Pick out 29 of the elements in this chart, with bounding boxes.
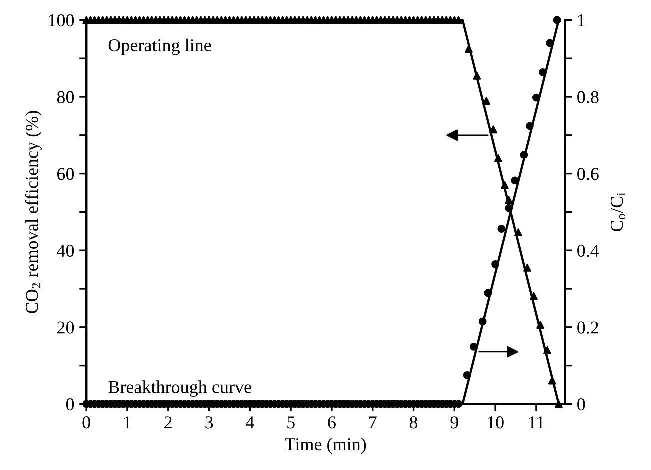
annotation: Breakthrough curve <box>108 380 252 398</box>
x-axis-title: Time (min) <box>285 438 366 454</box>
y-tick-label: 100 <box>49 14 74 27</box>
x-tick-label: 1 <box>124 416 131 429</box>
annotation: Operating line <box>108 38 212 56</box>
y-tick-label: 40 <box>57 244 74 258</box>
x-tick-label: 8 <box>410 416 418 429</box>
y2-tick-label: 0.6 <box>578 168 599 180</box>
y2-tick-label: 0 <box>578 398 586 411</box>
y-tick-label: 60 <box>58 168 74 180</box>
x-tick-label: 11 <box>529 416 544 429</box>
x-tick-label: 2 <box>164 416 172 429</box>
y-tick-label: 20 <box>58 322 74 334</box>
y2-tick-label: 0.4 <box>578 244 600 258</box>
y-axis-title: CO$_{2}$ removal efficiency (%) <box>25 111 42 314</box>
x-tick-label: 5 <box>288 416 295 429</box>
x-tick-label: 0 <box>82 416 90 429</box>
y2-tick-label: 0.8 <box>578 91 599 104</box>
y2-tick-label: 0.2 <box>578 322 598 334</box>
x-tick-label: 6 <box>328 416 336 429</box>
x-tick-label: 4 <box>246 416 254 429</box>
x-tick-label: 7 <box>370 416 377 429</box>
x-tick-label: 3 <box>206 416 214 429</box>
y-tick-label: 80 <box>57 91 74 104</box>
y-tick-label: 0 <box>66 398 74 411</box>
y2-tick-label: 1 <box>578 14 585 26</box>
x-tick-label: 9 <box>450 416 458 429</box>
y2-axis-title: C$_{o}$/C$_{i}$ <box>610 192 626 232</box>
x-tick-label: 10 <box>488 416 504 429</box>
